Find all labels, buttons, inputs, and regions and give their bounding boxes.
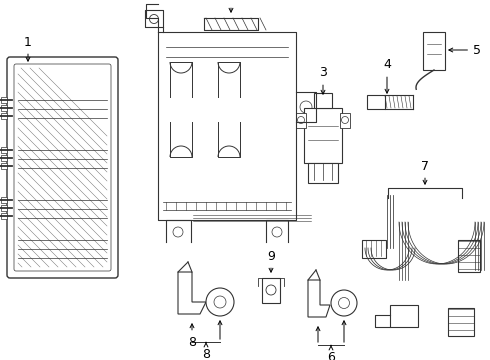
Circle shape	[331, 290, 357, 316]
Text: 9: 9	[267, 249, 275, 272]
Bar	[304, 108, 342, 163]
Bar	[362, 240, 386, 258]
Bar	[308, 163, 338, 183]
Circle shape	[206, 288, 234, 316]
Bar	[314, 93, 332, 108]
Bar	[1, 97, 7, 103]
Bar	[1, 163, 7, 169]
Text: 7: 7	[421, 159, 429, 184]
Bar	[367, 95, 385, 109]
Bar	[448, 308, 474, 336]
Circle shape	[339, 297, 349, 309]
Bar	[458, 240, 480, 272]
Text: 2: 2	[227, 0, 235, 12]
Bar	[423, 32, 445, 70]
Circle shape	[214, 296, 226, 308]
Circle shape	[300, 101, 312, 113]
Text: 5: 5	[449, 44, 481, 57]
Bar	[340, 113, 350, 128]
Bar	[390, 305, 418, 327]
Bar	[262, 278, 280, 303]
Bar	[296, 113, 306, 128]
Bar	[1, 205, 7, 211]
Polygon shape	[308, 280, 330, 317]
Polygon shape	[178, 272, 206, 314]
Bar	[1, 197, 7, 203]
Circle shape	[173, 227, 183, 237]
Circle shape	[149, 14, 158, 23]
Circle shape	[342, 117, 348, 123]
Bar	[1, 155, 7, 161]
Bar	[1, 113, 7, 119]
Circle shape	[297, 117, 304, 123]
Text: 8: 8	[202, 342, 210, 360]
Text: 1: 1	[24, 36, 32, 61]
Circle shape	[266, 285, 276, 295]
Text: 4: 4	[383, 58, 391, 93]
Circle shape	[272, 227, 282, 237]
Text: 3: 3	[319, 67, 327, 94]
Bar	[1, 105, 7, 111]
Bar	[1, 213, 7, 219]
Bar	[1, 147, 7, 153]
FancyBboxPatch shape	[7, 57, 118, 278]
Text: 6: 6	[327, 345, 335, 360]
Text: 8: 8	[188, 324, 196, 348]
